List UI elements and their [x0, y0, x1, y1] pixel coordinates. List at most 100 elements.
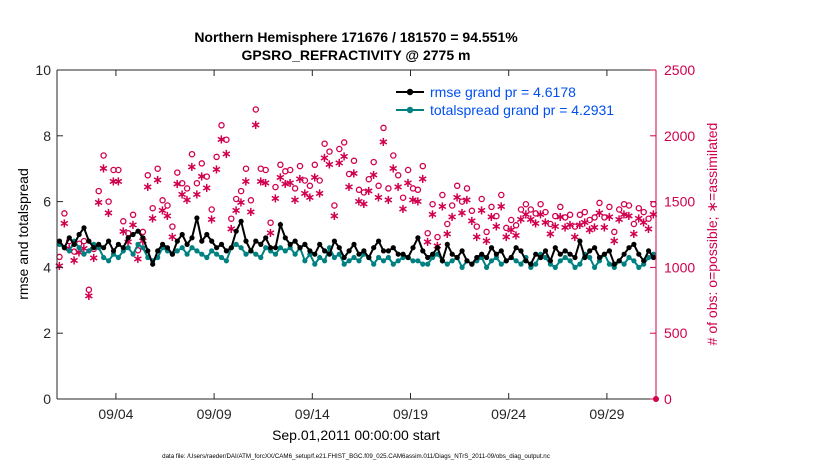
rmse-point [164, 245, 171, 251]
rmse-point [557, 251, 563, 257]
rmse-point [145, 248, 151, 254]
obs-assimilated-marker: ∗ [206, 212, 217, 227]
rmse-point [366, 254, 372, 261]
rmse-point [631, 241, 637, 247]
obs-possible-marker [463, 185, 471, 192]
obs-assimilated-marker: ∗ [339, 149, 350, 164]
totalspread-point [76, 245, 82, 251]
obs-possible-marker [61, 210, 68, 217]
obs-possible-marker [571, 223, 579, 230]
obs-possible-marker [218, 122, 225, 129]
obs-assimilated-marker: ∗ [133, 251, 144, 266]
rmse-point [587, 248, 593, 254]
totalspread-point [243, 251, 249, 257]
totalspread-point [174, 248, 180, 254]
obs-possible-marker [203, 173, 211, 180]
obs-possible-marker [552, 212, 559, 220]
obs-possible-marker [404, 166, 412, 174]
rmse-point [140, 235, 146, 241]
rmse-point [214, 245, 220, 251]
x-tick-label: 09/24 [491, 406, 526, 422]
obs-assimilated-marker: ∗ [584, 222, 595, 237]
obs-assimilated-marker: ∗ [152, 172, 163, 187]
rmse-point [238, 218, 244, 224]
obs-possible-marker [306, 182, 314, 190]
totalspread-point [223, 258, 229, 264]
obs-possible-marker [576, 211, 584, 219]
obs-assimilated-marker: ∗ [604, 209, 615, 224]
obs-assimilated-marker: ∗ [452, 189, 463, 204]
obs-assimilated-marker: ∗ [147, 210, 158, 225]
rmse-point [641, 258, 647, 264]
obs-assimilated-marker: ∗ [520, 206, 531, 221]
totalspread-point [106, 258, 112, 264]
obs-assimilated-marker: ∗ [511, 228, 522, 243]
obs-possible-marker [370, 158, 377, 166]
rmse-point [130, 231, 136, 238]
obs-possible-marker [120, 218, 127, 225]
obs-assimilated-marker: ∗ [638, 214, 649, 229]
obs-assimilated-marker: ∗ [516, 212, 527, 227]
y-right-tick-label: 1000 [664, 259, 695, 275]
totalspread-point [341, 261, 347, 267]
obs-possible-marker [625, 202, 633, 209]
obs-assimilated-marker: ∗ [457, 205, 468, 220]
rmse-point [91, 245, 97, 251]
rmse-point [376, 238, 382, 244]
obs-assimilated-marker: ∗ [501, 229, 512, 244]
obs-assimilated-marker: ∗ [69, 253, 80, 268]
totalspread-point [233, 241, 239, 247]
rmse-point [189, 235, 195, 241]
totalspread-point [81, 251, 87, 257]
obs-assimilated-marker: ∗ [314, 185, 325, 200]
rmse-point [646, 248, 652, 254]
obs-assimilated-marker: ∗ [378, 134, 389, 149]
obs-possible-marker [394, 172, 402, 179]
obs-possible-marker [517, 206, 525, 213]
totalspread-point [282, 248, 288, 254]
obs-assimilated-marker: ∗ [368, 167, 379, 182]
rmse-point [248, 248, 254, 254]
totalspread-point [272, 251, 279, 257]
rmse-point [395, 251, 401, 257]
rmse-point [390, 245, 396, 251]
rmse-point [621, 251, 627, 257]
obs-assimilated-marker: ∗ [108, 174, 119, 189]
totalspread-point [415, 258, 421, 264]
obs-possible-marker [159, 197, 166, 204]
obs-possible-marker [399, 194, 407, 201]
obs-assimilated-marker: ∗ [565, 217, 576, 232]
obs-possible-marker [183, 185, 191, 192]
rmse-point [479, 251, 485, 257]
totalspread-point [631, 258, 637, 264]
obs-assimilated-marker: ∗ [388, 160, 399, 175]
obs-assimilated-marker: ∗ [241, 174, 252, 189]
rmse-point [361, 248, 367, 254]
totalspread-point [204, 254, 210, 261]
rmse-point [400, 251, 406, 257]
obs-possible-marker [453, 182, 461, 190]
obs-possible-marker [542, 208, 549, 216]
y-left-tick-label: 8 [43, 128, 51, 144]
obs-assimilated-marker: ∗ [182, 192, 193, 207]
obs-possible-marker [296, 162, 304, 170]
obs-possible-marker [286, 166, 294, 174]
obs-possible-marker [547, 220, 554, 228]
rmse-point [66, 235, 72, 241]
obs-possible-marker [566, 211, 574, 219]
obs-assimilated-marker: ∗ [275, 170, 286, 185]
rmse-point [96, 241, 102, 247]
rmse-point [135, 228, 141, 234]
totalspread-point [587, 254, 593, 261]
obs-assimilated-marker: ∗ [319, 150, 330, 165]
obs-possible-marker [424, 229, 431, 237]
rmse-point [577, 238, 583, 244]
obs-assimilated-marker: ∗ [393, 179, 404, 194]
obs-assimilated-marker: ∗ [98, 160, 109, 175]
obs-assimilated-marker: ∗ [496, 199, 507, 214]
totalspread-point [101, 254, 107, 261]
rmse-point [596, 254, 603, 261]
rmse-point [115, 241, 121, 247]
obs-assimilated-marker: ∗ [221, 146, 232, 161]
